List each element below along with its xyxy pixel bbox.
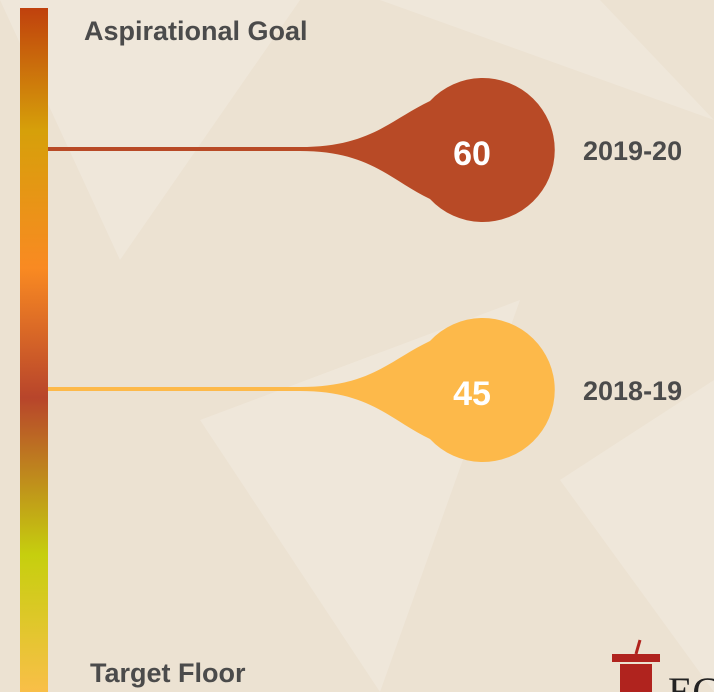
scale-bar: [20, 8, 48, 692]
marker-period: 2018-19: [583, 376, 682, 406]
marker-value: 60: [453, 135, 491, 173]
marker-value: 45: [453, 375, 491, 413]
logo-icon: [620, 664, 652, 692]
marker-period: 2019-20: [583, 136, 682, 166]
top-label: Aspirational Goal: [84, 16, 308, 46]
logo: EC: [612, 639, 714, 692]
marker-drop: [300, 77, 555, 222]
bottom-label: Target Floor: [90, 658, 246, 688]
marker-drop: [300, 318, 555, 462]
logo-text: EC: [668, 669, 714, 692]
logo-icon: [634, 639, 642, 655]
logo-icon: [612, 654, 660, 662]
markers: 60 2019-20 45 2018-19: [48, 77, 682, 462]
